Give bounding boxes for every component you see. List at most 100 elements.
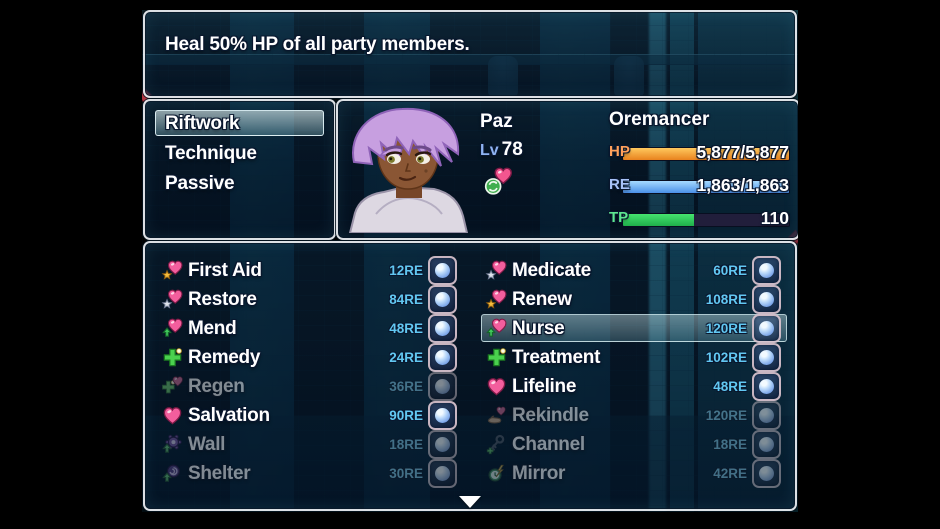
heart-up-arrow-icon xyxy=(161,317,185,341)
skill-cost: 48RE xyxy=(389,321,423,336)
skill-cost: 60RE xyxy=(713,263,747,278)
hand-heart-icon xyxy=(485,404,509,428)
skill-row-first-aid[interactable]: First Aid 12RE xyxy=(161,256,457,285)
skill-cost: 120RE xyxy=(705,321,747,336)
skill-row-salvation[interactable]: Salvation 90RE xyxy=(161,401,457,430)
skill-orb-button[interactable] xyxy=(428,372,457,401)
skill-type-menu: Riftwork Technique Passive xyxy=(155,109,326,199)
re-gauge: RE 1,863/1,863 xyxy=(609,170,790,196)
skill-orb-button[interactable] xyxy=(752,372,781,401)
skill-orb-button[interactable] xyxy=(428,285,457,314)
skill-type-label: Passive xyxy=(165,173,235,194)
skill-orb-button[interactable] xyxy=(752,430,781,459)
skill-orb-button[interactable] xyxy=(752,401,781,430)
green-cross-icon xyxy=(485,346,509,370)
skill-cost: 48RE xyxy=(713,379,747,394)
skill-orb-button[interactable] xyxy=(752,459,781,488)
regen-heart-icon xyxy=(482,163,516,197)
gauge-bar xyxy=(622,213,790,227)
skill-cost: 12RE xyxy=(389,263,423,278)
skill-name: Channel xyxy=(512,433,585,455)
skill-name: Nurse xyxy=(512,317,565,339)
actor-name: Paz xyxy=(480,111,513,132)
help-window: Heal 50% HP of all party members. xyxy=(143,10,797,98)
skill-orb-button[interactable] xyxy=(752,343,781,372)
skill-cost: 30RE xyxy=(389,466,423,481)
skill-row-mirror[interactable]: Mirror 42RE xyxy=(485,459,781,488)
skill-row-renew[interactable]: Renew 108RE xyxy=(485,285,781,314)
skill-row-mend[interactable]: Mend 48RE xyxy=(161,314,457,343)
skill-name: Restore xyxy=(188,288,257,310)
skill-row-restore[interactable]: Restore 84RE xyxy=(161,285,457,314)
actor-class: Oremancer xyxy=(609,109,710,130)
skill-type-item-passive[interactable]: Passive xyxy=(155,169,326,199)
skill-name: Treatment xyxy=(512,346,601,368)
skill-cost: 18RE xyxy=(389,437,423,452)
tp-gauge: TP 110 xyxy=(609,203,790,229)
skill-row-lifeline[interactable]: Lifeline 48RE xyxy=(485,372,781,401)
actor-gauges: HP 5,877/5,877 RE 1,863/1,863 TP 110 xyxy=(609,137,790,236)
game-viewport: Heal 50% HP of all party members. Riftwo… xyxy=(142,10,798,512)
skill-row-channel[interactable]: Channel 18RE xyxy=(485,430,781,459)
skill-row-rekindle[interactable]: Rekindle 120RE xyxy=(485,401,781,430)
skill-orb-button[interactable] xyxy=(752,256,781,285)
gauge-value: 1,863/1,863 xyxy=(696,175,789,195)
skill-row-treatment[interactable]: Treatment 102RE xyxy=(485,343,781,372)
skill-row-shelter[interactable]: Shelter 30RE xyxy=(161,459,457,488)
skill-orb-button[interactable] xyxy=(428,343,457,372)
skill-cost: 108RE xyxy=(705,292,747,307)
skill-name: Remedy xyxy=(188,346,261,368)
level-value: 78 xyxy=(501,139,523,160)
gauge-bar xyxy=(622,180,790,194)
skill-name: Wall xyxy=(188,433,226,455)
actor-portrait xyxy=(346,104,470,234)
skill-type-window: Riftwork Technique Passive xyxy=(143,99,336,240)
skill-name: Rekindle xyxy=(512,404,589,426)
key-cross-icon xyxy=(485,433,509,457)
skill-type-item-technique[interactable]: Technique xyxy=(155,139,326,169)
level-label: Lv xyxy=(480,142,499,159)
skill-cost: 24RE xyxy=(389,350,423,365)
heart-up-arrow-icon xyxy=(485,317,509,341)
cross-heart-icon xyxy=(161,375,185,399)
skill-row-wall[interactable]: Wall 18RE xyxy=(161,430,457,459)
skill-row-regen[interactable]: Regen 36RE xyxy=(161,372,457,401)
gauge-label: RE xyxy=(609,176,630,193)
gauge-fill xyxy=(623,148,789,160)
skill-cost: 90RE xyxy=(389,408,423,423)
skill-name: Salvation xyxy=(188,404,270,426)
skill-name: First Aid xyxy=(188,259,262,281)
skill-row-nurse[interactable]: Nurse 120RE xyxy=(481,314,787,343)
gauge-label: HP xyxy=(609,143,630,160)
skill-cost: 120RE xyxy=(705,408,747,423)
skill-cost: 18RE xyxy=(713,437,747,452)
skill-orb-button[interactable] xyxy=(428,314,457,343)
skill-cost: 84RE xyxy=(389,292,423,307)
skill-list: First Aid 12RE Restore 84RE Mend 48RE Remedy 24… xyxy=(161,256,787,488)
heart-silver-star-icon xyxy=(485,259,509,283)
skill-type-label: Riftwork xyxy=(165,113,240,134)
skill-orb-button[interactable] xyxy=(752,314,781,343)
actor-level: Lv 78 xyxy=(480,139,523,161)
skill-orb-button[interactable] xyxy=(428,256,457,285)
gauge-value: 5,877/5,877 xyxy=(696,142,789,162)
skill-name: Mirror xyxy=(512,462,566,484)
skill-row-remedy[interactable]: Remedy 24RE xyxy=(161,343,457,372)
gauge-value: 110 xyxy=(760,208,789,228)
skill-orb-button[interactable] xyxy=(752,285,781,314)
skill-type-label: Technique xyxy=(165,143,257,164)
skill-column: First Aid 12RE Restore 84RE Mend 48RE Remedy 24… xyxy=(161,256,457,488)
help-text: Heal 50% HP of all party members. xyxy=(165,34,470,55)
skill-row-medicate[interactable]: Medicate 60RE xyxy=(485,256,781,285)
heart-silver-star-icon xyxy=(161,288,185,312)
skill-type-item-riftwork[interactable]: Riftwork xyxy=(155,109,326,139)
skill-column: Medicate 60RE Renew 108RE Nurse 120RE Treatmen… xyxy=(481,256,787,488)
skill-name: Regen xyxy=(188,375,245,397)
skill-orb-button[interactable] xyxy=(428,430,457,459)
skill-orb-button[interactable] xyxy=(428,401,457,430)
scroll-down-arrow-icon[interactable] xyxy=(459,496,481,508)
skill-orb-button[interactable] xyxy=(428,459,457,488)
actor-status-window: Paz Lv 78 Oremancer HP 5,877/5,877 RE 1,863… xyxy=(336,99,798,240)
pink-heart-icon xyxy=(485,375,509,399)
